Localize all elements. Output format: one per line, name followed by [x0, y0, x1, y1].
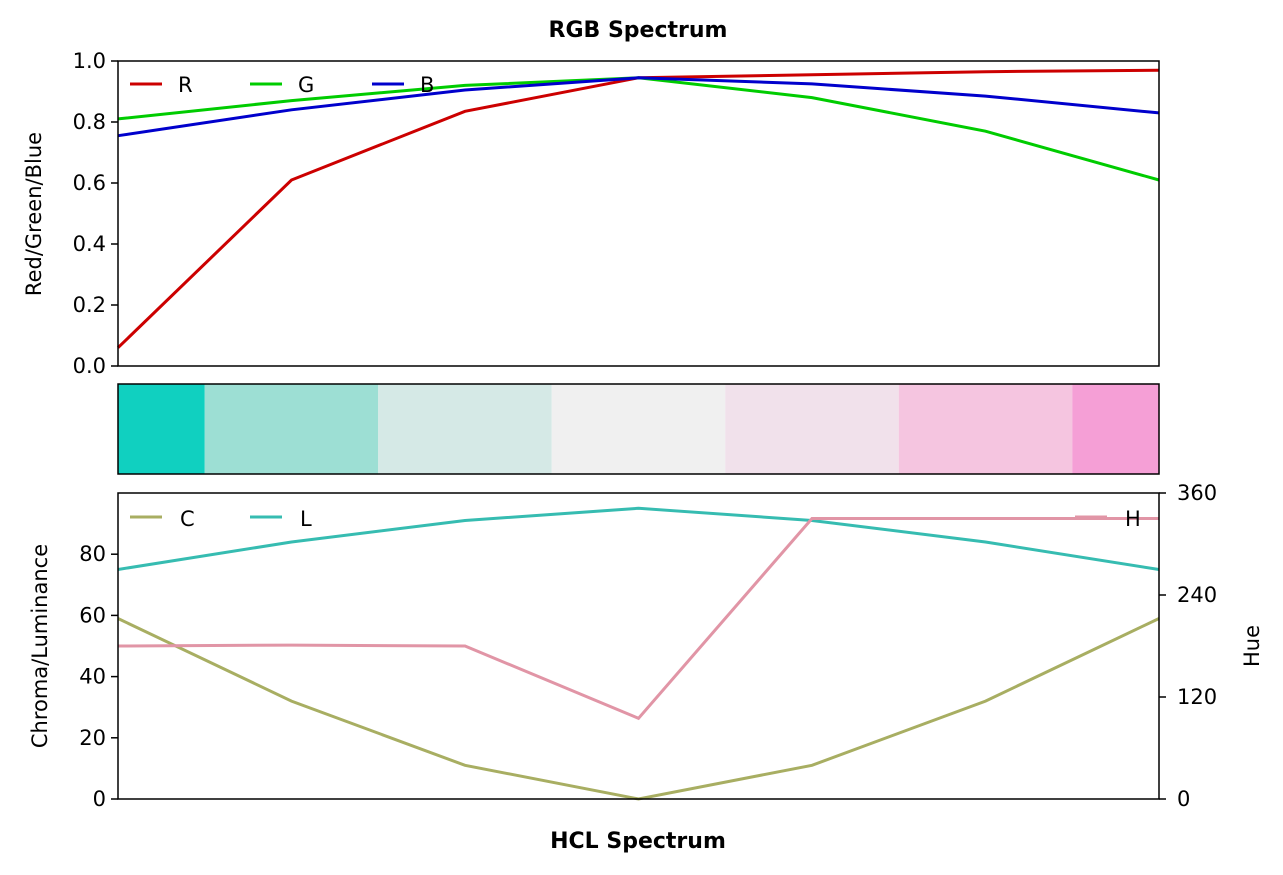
hcl-y-tick-label: 60 — [79, 603, 106, 627]
color-swatch — [725, 384, 899, 474]
color-swatch-strip — [117, 383, 1160, 475]
hcl-legend-label-h: H — [1125, 507, 1141, 531]
hcl-y-axis-label: Chroma/Luminance — [28, 544, 52, 748]
hcl-chart-xlabel: HCL Spectrum — [550, 829, 726, 854]
hcl-y2-tick-label: 360 — [1177, 481, 1217, 505]
hcl-y-tick-label: 20 — [79, 726, 106, 750]
rgb-series-line-g — [117, 76, 1160, 182]
hcl-y-tick-label: 0 — [93, 787, 106, 811]
color-swatch — [118, 384, 205, 474]
hcl-y-tick-label: 40 — [79, 665, 106, 689]
hcl-plot-frame — [117, 492, 1160, 800]
color-swatch — [898, 384, 1073, 474]
color-swatch — [378, 384, 552, 474]
hcl-panel: 0 20 40 60 80 0 120 240 360 C L H — [79, 481, 1217, 811]
rgb-legend-label-r: R — [178, 73, 193, 97]
rgb-chart-title: RGB Spectrum — [549, 18, 728, 43]
hcl-y2-tick-label: 240 — [1177, 583, 1217, 607]
rgb-y-tick-label: 0.8 — [73, 110, 106, 134]
hcl-y-tick-label: 80 — [79, 542, 106, 566]
rgb-y-tick-label: 0.2 — [73, 293, 106, 317]
hcl-y2-tick-label: 120 — [1177, 685, 1217, 709]
rgb-y-tick-label: 0.6 — [73, 171, 106, 195]
rgb-panel: 0.0 0.2 0.4 0.6 0.8 1.0 R G B — [73, 49, 1160, 378]
rgb-y-tick-label: 1.0 — [73, 49, 106, 73]
rgb-y-axis-label: Red/Green/Blue — [22, 132, 46, 296]
hcl-y2-axis-label: Hue — [1240, 625, 1264, 667]
swatch-frame — [117, 383, 1160, 475]
hcl-series-line-l — [117, 506, 1160, 571]
hcl-series-line-h — [117, 517, 1159, 721]
rgb-series-line-b — [117, 76, 1160, 138]
rgb-y-tick-label: 0.4 — [73, 232, 106, 256]
rgb-legend-label-b: B — [420, 73, 434, 97]
hcl-legend-label-c: C — [180, 507, 195, 531]
rgb-plot-frame — [117, 60, 1160, 367]
rgb-legend-label-g: G — [298, 73, 314, 97]
color-swatch — [551, 384, 726, 474]
color-swatch — [1072, 384, 1159, 474]
hcl-y2-tick-label: 0 — [1177, 787, 1190, 811]
rgb-y-tick-label: 0.0 — [73, 354, 106, 378]
hcl-legend-label-l: L — [300, 507, 312, 531]
color-swatch — [204, 384, 379, 474]
